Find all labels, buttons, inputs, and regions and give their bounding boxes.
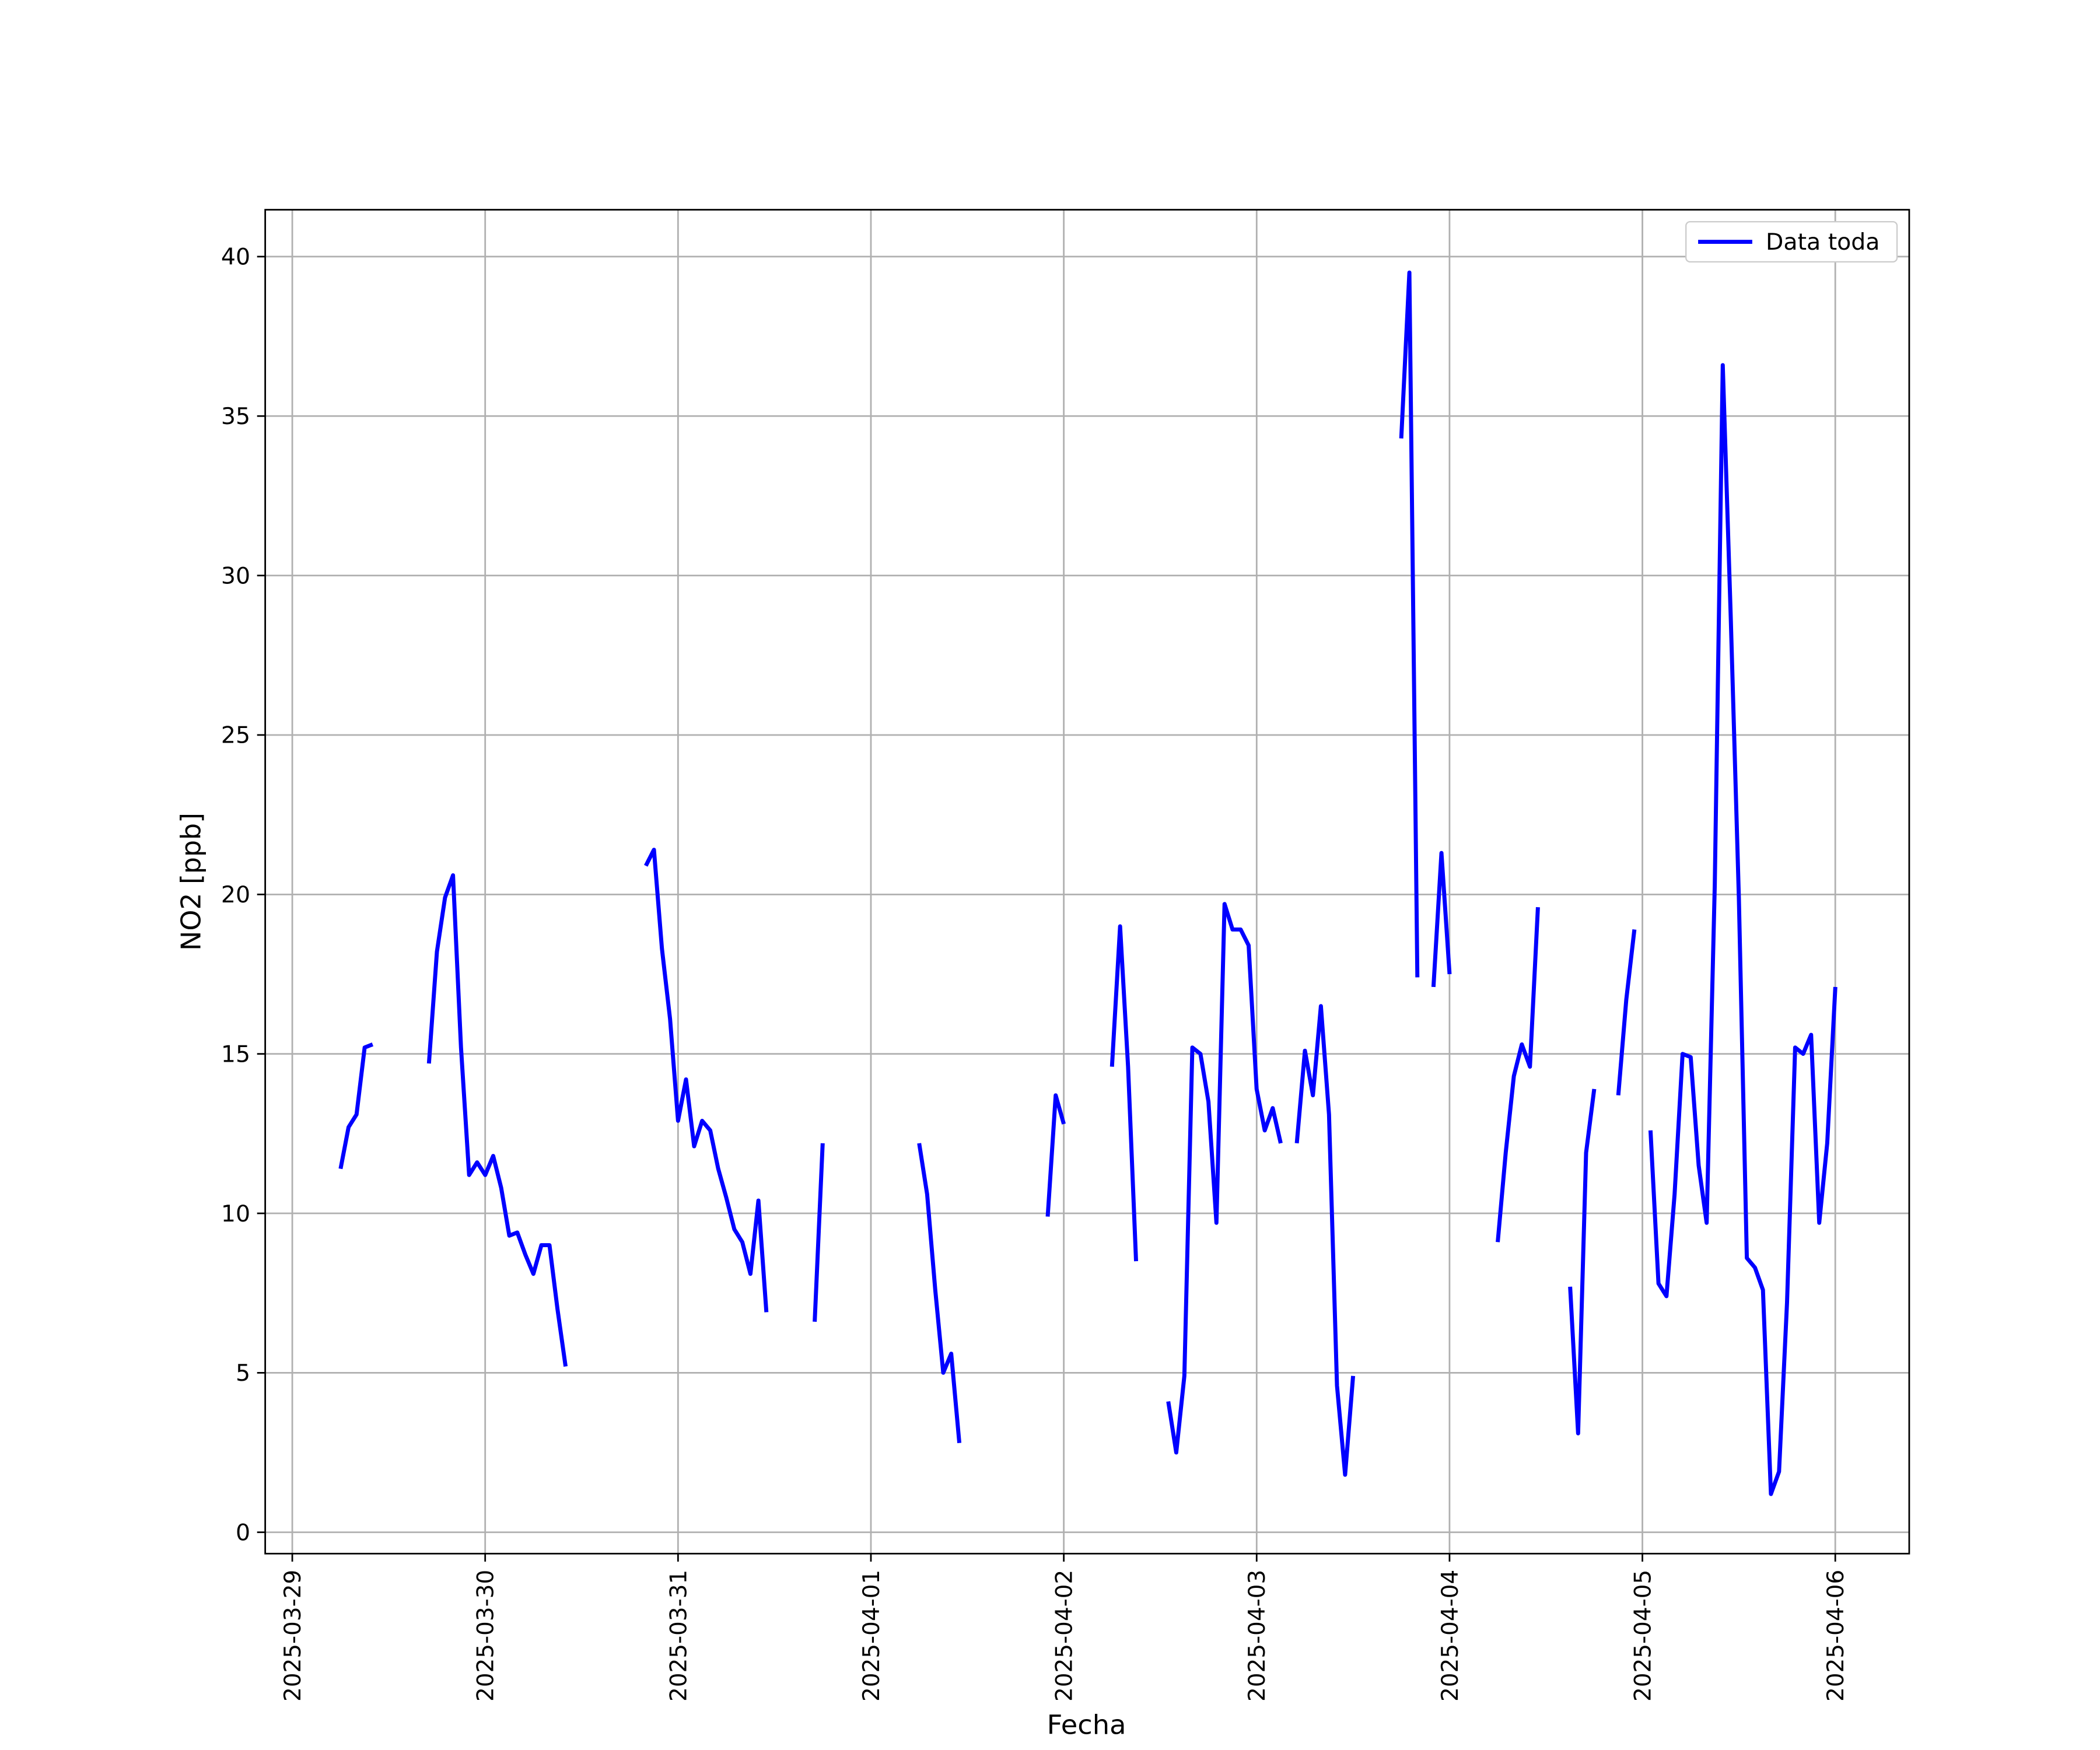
- x-tick-label: 2025-04-05: [1630, 1570, 1656, 1702]
- y-tick-label: 10: [221, 1201, 250, 1227]
- y-tick-label: 30: [221, 564, 250, 590]
- y-tick-label: 40: [221, 244, 250, 271]
- x-tick-label: 2025-04-02: [1051, 1570, 1077, 1702]
- x-tick-label: 2025-03-30: [473, 1570, 499, 1702]
- plot-frame: [264, 209, 1910, 1555]
- x-tick-label: 2025-03-29: [280, 1570, 306, 1702]
- x-tick-label: 2025-03-31: [666, 1570, 692, 1702]
- y-tick-label: 25: [221, 723, 250, 749]
- x-axis-label: Fecha: [1047, 1709, 1126, 1741]
- legend-box: [1685, 221, 1898, 262]
- y-axis-label: NO2 [ppb]: [175, 813, 206, 951]
- x-tick-label: 2025-04-04: [1437, 1570, 1464, 1702]
- legend-label: Data toda: [1766, 229, 1880, 256]
- y-tick-label: 0: [236, 1520, 250, 1546]
- x-tick-label: 2025-04-06: [1823, 1570, 1849, 1702]
- x-tick-label: 2025-04-03: [1244, 1570, 1270, 1702]
- y-tick-label: 5: [236, 1360, 250, 1387]
- x-tick-label: 2025-04-01: [859, 1570, 885, 1702]
- y-tick-label: 15: [221, 1042, 250, 1068]
- y-tick-label: 35: [221, 404, 250, 430]
- y-tick-label: 20: [221, 882, 250, 908]
- data-line: [338, 270, 1838, 1496]
